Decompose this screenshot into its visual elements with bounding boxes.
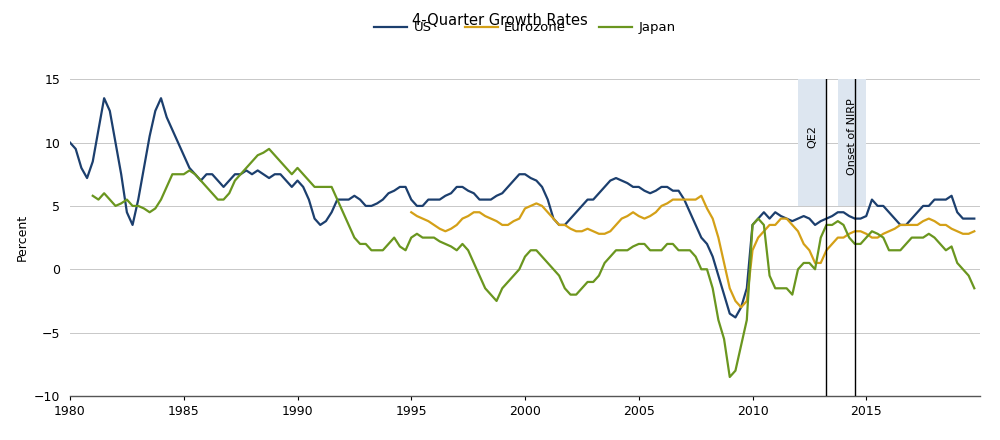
- Y-axis label: Percent: Percent: [15, 214, 28, 261]
- Polygon shape: [798, 79, 826, 206]
- Polygon shape: [838, 79, 866, 206]
- Text: 4-Quarter Growth Rates: 4-Quarter Growth Rates: [412, 13, 588, 28]
- Text: QE2: QE2: [807, 125, 817, 148]
- Text: Onset of NIRP: Onset of NIRP: [847, 98, 857, 175]
- Legend: US, Eurozone, Japan: US, Eurozone, Japan: [369, 16, 681, 40]
